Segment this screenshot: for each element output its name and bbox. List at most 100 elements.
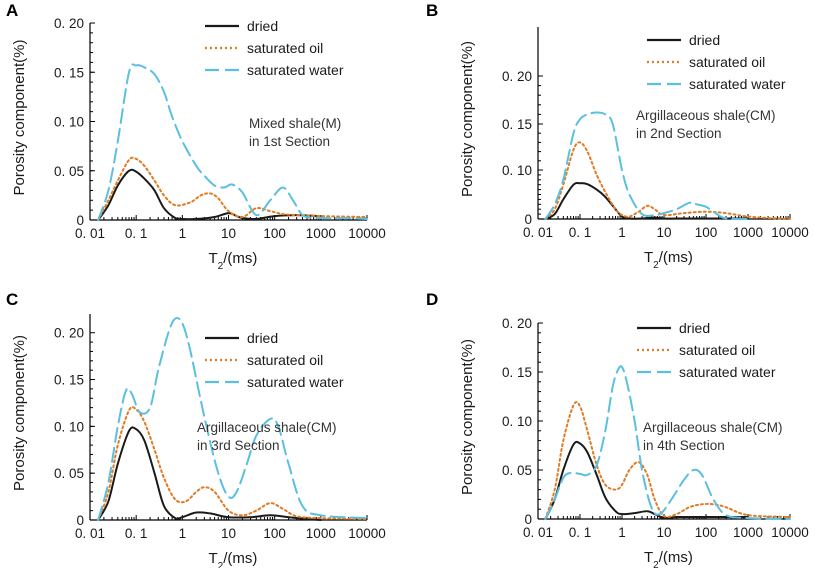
x-axis-title-sub: 2 — [218, 261, 224, 272]
y-axis-title: Porosity component(%) — [459, 41, 476, 197]
y-tick-label: 0 — [524, 212, 532, 227]
x-axis-title-unit: /(ms) — [659, 549, 693, 566]
y-tick-label: 0. 05 — [54, 466, 84, 481]
panel-d: D 0. 01 0. 1 1 10 100 1000 10000 0 0. 05 0. 10 0. 1… — [426, 290, 809, 568]
y-tick-label: 0 — [76, 513, 84, 528]
x-tick-label: 0. 1 — [569, 525, 592, 540]
y-tick-label: 0. 15 — [502, 365, 532, 380]
x-axis-title-main: T — [644, 549, 653, 566]
panel-letter: C — [6, 290, 18, 309]
panel-a: A 0. 01 0. 1 1 10 100 1000 10000 0 0. 05 0. 10 0. 1… — [6, 1, 386, 272]
x-tick-label: 1 — [618, 525, 626, 540]
y-tick-label: 0. 05 — [54, 164, 84, 179]
y-tick-label: 0 — [76, 213, 84, 228]
series-line-dried — [97, 168, 320, 221]
series-line-water — [544, 111, 749, 221]
panel-annotation: in 2nd Section — [636, 126, 722, 141]
x-tick-label: 1000 — [306, 226, 336, 241]
x-tick-label: 0. 01 — [523, 525, 553, 540]
y-tick-label: 0. 20 — [502, 316, 532, 331]
x-tick-label: 0. 1 — [569, 225, 592, 240]
x-axis-title-unit: /(ms) — [659, 249, 693, 266]
x-tick-label: 10 — [221, 526, 236, 541]
x-tick-label: 100 — [263, 226, 286, 241]
x-tick-label: 0. 01 — [75, 226, 105, 241]
x-tick-label: 100 — [695, 225, 718, 240]
x-tick-label: 0. 01 — [75, 526, 105, 541]
x-tick-label: 10000 — [348, 526, 386, 541]
x-tick-label: 1 — [179, 526, 187, 541]
x-axis-title-main: T — [209, 550, 218, 567]
x-tick-label: 10000 — [771, 225, 809, 240]
x-tick-label: 0. 01 — [523, 225, 553, 240]
panel-annotation: Argillaceous shale(CM) — [197, 420, 337, 435]
legend-label-dried: dried — [689, 32, 720, 48]
series-line-oil — [97, 156, 368, 221]
legend-label-dried: dried — [247, 330, 278, 346]
panel-letter: A — [6, 1, 18, 20]
x-tick-label: 10 — [656, 525, 671, 540]
x-tick-label: 10000 — [771, 525, 809, 540]
y-tick-label: 0. 10 — [502, 414, 532, 429]
y-axis-title: Porosity component(%) — [459, 339, 476, 495]
series-line-oil — [544, 141, 791, 220]
legend-label-dried: dried — [679, 320, 710, 336]
series-line-dried — [544, 440, 749, 520]
x-axis-title-main: T — [644, 249, 653, 266]
panel-annotation: Mixed shale(M) — [249, 116, 341, 131]
series-line-oil — [544, 401, 791, 520]
panel-annotation: Argillaceous shale(CM) — [643, 420, 783, 435]
series-line-dried — [97, 426, 322, 521]
x-tick-label: 0. 1 — [125, 226, 148, 241]
panel-letter: D — [426, 290, 438, 309]
y-tick-label: 0. 10 — [54, 419, 84, 434]
legend-label-water: saturated water — [247, 62, 344, 78]
x-tick-label: 10000 — [348, 226, 386, 241]
x-tick-label: 1000 — [733, 225, 763, 240]
series-line-water — [97, 316, 368, 521]
x-axis-title: T2/(ms) — [209, 550, 258, 568]
x-tick-label: 10 — [221, 226, 236, 241]
x-axis-title-main: T — [209, 250, 218, 267]
y-tick-label: 0. 20 — [502, 69, 532, 84]
y-tick-label: 0. 05 — [502, 463, 532, 478]
x-axis-title: T2/(ms) — [209, 250, 258, 272]
legend-label-oil: saturated oil — [679, 342, 755, 358]
legend-label-dried: dried — [247, 18, 278, 34]
x-axis-title: T2/(ms) — [644, 249, 693, 271]
panel-letter: B — [426, 1, 438, 20]
x-axis-title-unit: /(ms) — [223, 250, 257, 267]
panel-annotation: in 4th Section — [643, 438, 725, 453]
panel-annotation: Argillaceous shale(CM) — [636, 108, 776, 123]
x-tick-label: 1 — [179, 226, 187, 241]
legend-label-water: saturated water — [679, 364, 776, 380]
x-tick-label: 1 — [618, 225, 626, 240]
x-tick-label: 1000 — [306, 526, 336, 541]
y-tick-label: 0. 15 — [502, 117, 532, 132]
x-tick-label: 0. 1 — [125, 526, 148, 541]
y-axis-title: Porosity component(%) — [11, 335, 28, 491]
legend-label-oil: saturated oil — [247, 40, 323, 56]
y-tick-label: 0 — [524, 512, 532, 527]
y-tick-label: 0. 10 — [502, 163, 532, 178]
x-axis-title-sub: 2 — [218, 561, 224, 568]
x-tick-label: 1000 — [733, 525, 763, 540]
x-axis-title-unit: /(ms) — [223, 550, 257, 567]
series-line-water — [97, 63, 368, 221]
x-tick-label: 10 — [656, 225, 671, 240]
x-axis-title-sub: 2 — [653, 260, 659, 271]
y-tick-label: 0. 20 — [54, 326, 84, 341]
panel-annotation: in 3rd Section — [197, 438, 280, 453]
y-tick-label: 0. 20 — [54, 16, 84, 31]
legend-label-water: saturated water — [689, 76, 786, 92]
series-line-oil — [97, 406, 368, 521]
y-tick-label: 0. 10 — [54, 115, 84, 130]
legend-label-oil: saturated oil — [689, 54, 765, 70]
x-tick-label: 100 — [695, 525, 718, 540]
panel-annotation: in 1st Section — [249, 134, 330, 149]
panel-c: C 0. 01 0. 1 1 10 100 1000 10000 0 0. 05 0. 10 0. 1… — [6, 290, 386, 568]
series-line-water — [544, 365, 791, 520]
x-tick-label: 100 — [263, 526, 286, 541]
panel-b: B 0. 01 0. 1 1 10 100 1000 10000 0 0. 10 0. 15 0. 2… — [426, 1, 809, 271]
